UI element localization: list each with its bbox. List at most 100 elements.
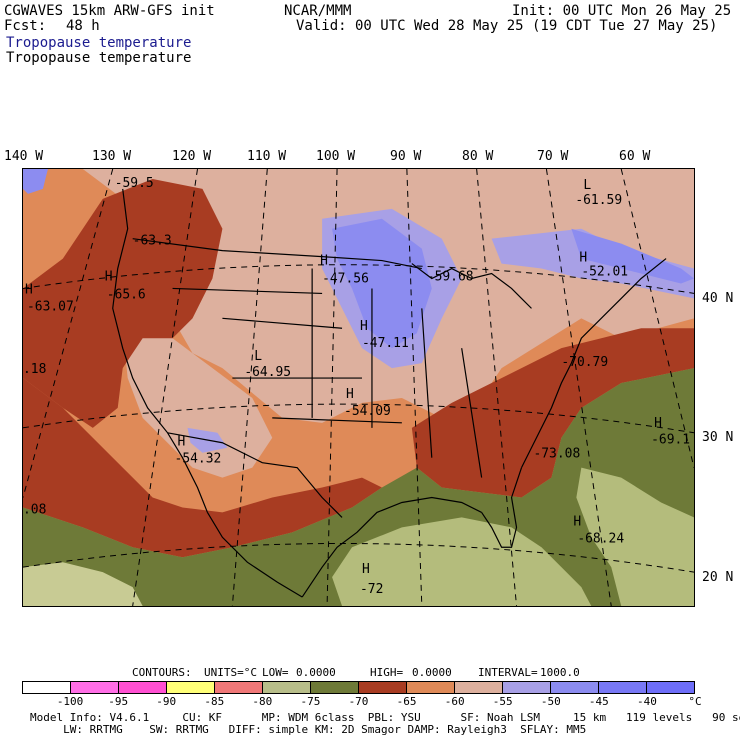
center-value: -61.59 — [575, 193, 622, 208]
center-value: .18 — [23, 362, 46, 377]
color-scale-swatch — [599, 682, 647, 693]
valid-time: Valid: 00 UTC Wed 28 May 25 (19 CDT Tue … — [296, 18, 718, 34]
color-scale-swatch — [455, 682, 503, 693]
color-scale-swatch — [407, 682, 455, 693]
forecast-hours: 48 h — [66, 18, 100, 34]
atlantic-coastline — [520, 258, 667, 468]
color-scale-tick-label: -90 — [156, 695, 177, 708]
mexico-west-coastline — [206, 512, 303, 598]
center-value: -68.24 — [577, 531, 624, 546]
tropopause-temperature-map: H -63.07 H -65.6 -59.5 -63.3 H -47.56 -5… — [22, 168, 695, 607]
longitude-line-130w — [23, 169, 114, 498]
color-scale-swatch — [119, 682, 167, 693]
center-letter: H — [573, 514, 581, 529]
color-scale-tick-label: -80 — [252, 695, 273, 708]
low-value: 0.0000 — [296, 666, 336, 679]
field-title-secondary: Tropopause temperature — [6, 50, 192, 66]
center-value: -54.32 — [175, 452, 222, 467]
lat-label-20n: 20 N — [702, 570, 734, 585]
graticule — [23, 169, 694, 606]
color-scale-tick-label: -60 — [444, 695, 465, 708]
center-value: -65.6 — [107, 287, 146, 302]
color-scale-tick-label: -45 — [588, 695, 609, 708]
center-value: .08 — [23, 502, 46, 517]
color-scale-swatch — [311, 682, 359, 693]
center-letter: H — [178, 435, 186, 450]
center-value: -64.95 — [244, 365, 291, 380]
longitude-line-90w — [406, 169, 423, 606]
color-scale-tick-label: -55 — [492, 695, 513, 708]
center-letter: L — [254, 349, 262, 364]
lat-label-40n: 40 N — [702, 291, 734, 306]
color-scale-swatch — [503, 682, 551, 693]
model-info-line: Model Info: V4.6.1 CU: KF MP: WDM 6class… — [30, 711, 740, 724]
khaki-region-caribbean — [576, 467, 694, 606]
lon-label-60w: 60 W — [619, 149, 651, 164]
center-letter: H — [105, 269, 113, 284]
color-scale-tick-label: -65 — [396, 695, 417, 708]
lon-label-90w: 90 W — [390, 149, 422, 164]
color-scale-tick-label: -50 — [540, 695, 561, 708]
center-letter: H — [654, 416, 662, 431]
center-value: -73.08 — [533, 447, 580, 462]
center-letter: H — [25, 282, 33, 297]
longitude-line-70w — [545, 169, 612, 606]
color-scale-swatch — [167, 682, 215, 693]
color-scale-tick-label: -100 — [56, 695, 84, 708]
center-letter: H — [320, 254, 328, 269]
center-letter: H — [346, 387, 354, 402]
color-scale-swatch — [263, 682, 311, 693]
color-scale-swatch — [647, 682, 694, 693]
center-value: -54.09 — [344, 404, 391, 419]
khaki-region-gulf — [332, 517, 592, 606]
physics-info-line: LW: RRTMG SW: RRTMG DIFF: simple KM: 2D … — [30, 723, 587, 736]
blue-region-midwest — [332, 218, 432, 349]
high-value: 0.0000 — [412, 666, 452, 679]
low-label: LOW= — [262, 666, 289, 679]
field-title-primary: Tropopause temperature — [6, 35, 192, 51]
center-letter: H — [362, 562, 370, 577]
state-borders — [172, 268, 483, 478]
us-canada-border — [132, 238, 422, 270]
center-letter: H — [360, 319, 368, 334]
model-title: CGWAVES 15km ARW-GFS init — [4, 3, 215, 19]
center-value: -47.11 — [362, 336, 409, 351]
lon-label-70w: 70 W — [537, 149, 569, 164]
pacific-coastline — [112, 188, 209, 513]
longitude-line-80w — [476, 169, 518, 606]
color-scale-swatch — [71, 682, 119, 693]
contours-label: CONTOURS: — [132, 666, 192, 679]
us-mexico-border — [167, 432, 343, 518]
center-value: -59.68 — [427, 269, 474, 284]
lon-label-140w: 140 W — [4, 149, 44, 164]
center-value: -47.56 — [322, 271, 369, 286]
gulf-coastline — [301, 496, 482, 598]
color-scale-tick-label: -95 — [108, 695, 129, 708]
color-scale-swatch — [551, 682, 599, 693]
dark-red-region-southeast — [411, 328, 694, 498]
center-value: -59.5 — [115, 176, 154, 191]
init-time: Init: 00 UTC Mon 26 May 25 — [512, 3, 732, 19]
units-label: UNITS=°C — [204, 666, 257, 679]
great-lakes — [411, 263, 532, 309]
dark-red-region-northwest — [23, 178, 223, 428]
interval-label: INTERVAL= — [478, 666, 538, 679]
color-scale-swatch — [359, 682, 407, 693]
center-value: -69.1 — [651, 433, 690, 448]
color-scale-tick-label: -40 — [636, 695, 657, 708]
lon-label-80w: 80 W — [462, 149, 494, 164]
color-scale-swatch — [215, 682, 263, 693]
coastlines — [112, 188, 667, 598]
khaki-region-southwest — [23, 562, 143, 606]
lon-label-130w: 130 W — [92, 149, 132, 164]
purple-spot-northwest — [23, 169, 48, 194]
color-scale-tick-label: -70 — [348, 695, 369, 708]
center-letter: H — [579, 251, 587, 266]
color-scale-tick-label: -75 — [300, 695, 321, 708]
center-value: -63.3 — [133, 234, 172, 249]
center-value: -52.01 — [581, 265, 628, 280]
florida-coastline — [481, 467, 523, 548]
forecast-label: Fcst: — [4, 18, 47, 34]
center-value: -63.07 — [27, 299, 74, 314]
lat-label-30n: 30 N — [702, 430, 734, 445]
